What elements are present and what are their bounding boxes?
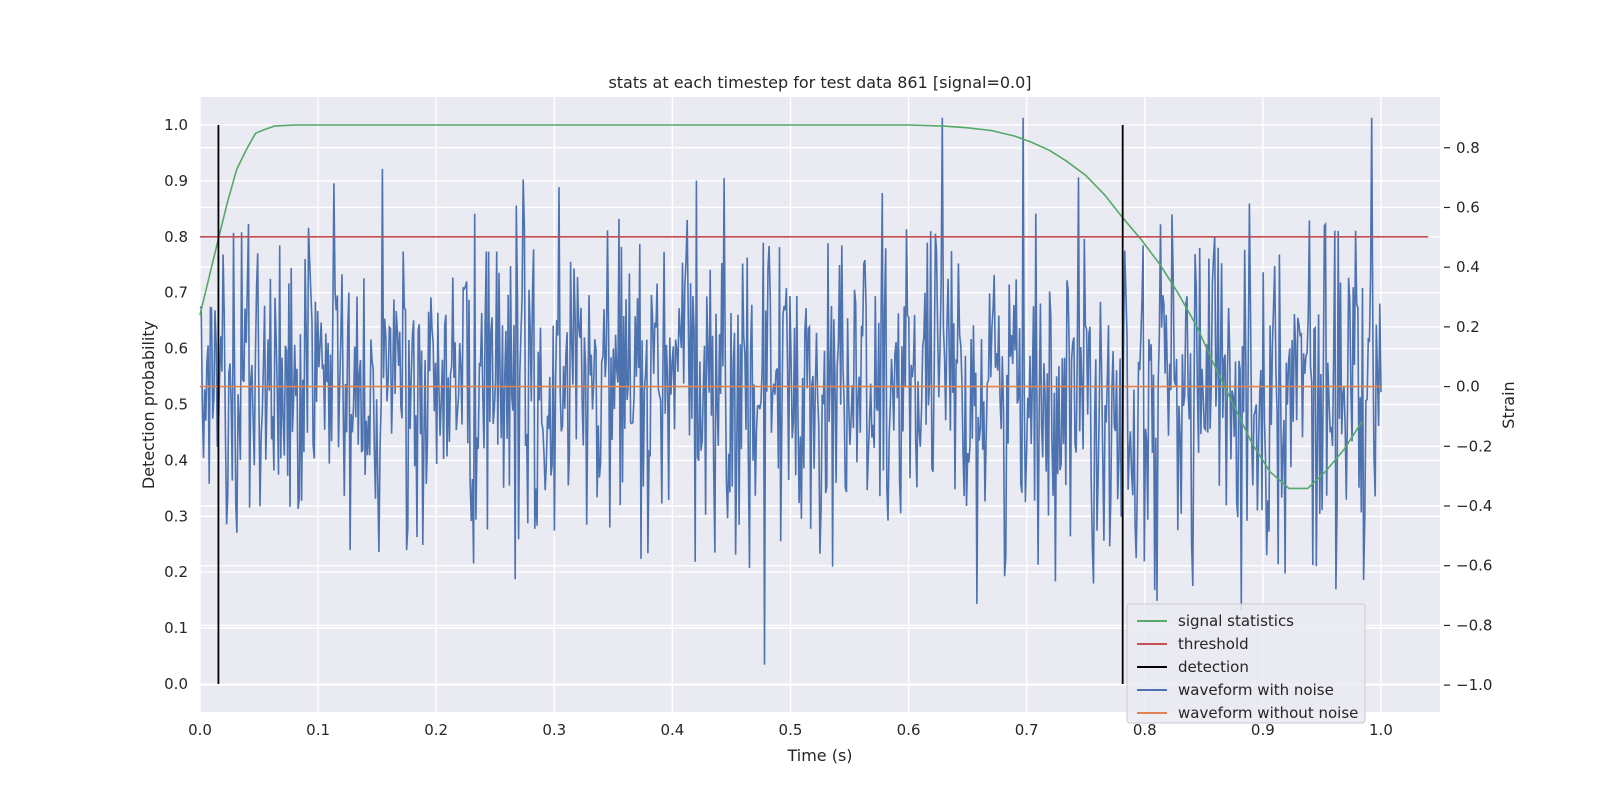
- x-tick-label: 0.4: [660, 721, 684, 739]
- legend-label: signal statistics: [1178, 612, 1294, 630]
- chart-title: stats at each timestep for test data 861…: [608, 73, 1031, 92]
- x-tick-label: 0.2: [424, 721, 448, 739]
- x-tick-label: 0.3: [542, 721, 566, 739]
- y-tick-label: 0.9: [164, 172, 188, 190]
- legend-label: waveform without noise: [1178, 704, 1358, 722]
- y-tick-label: 0.2: [164, 563, 188, 581]
- x-tick-label: 0.8: [1133, 721, 1157, 739]
- legend-label: threshold: [1178, 635, 1249, 653]
- y-tick-label: 0.4: [164, 451, 188, 469]
- y2-tick-label: 0.4: [1456, 258, 1480, 276]
- y-tick-label: 0.5: [164, 396, 188, 414]
- x-axis-ticks: 0.0 0.1 0.2 0.3 0.4 0.5 0.6 0.7 0.8 0.9 1.0: [188, 721, 1393, 739]
- y2-tick-label: 0.6: [1456, 198, 1480, 216]
- x-axis-label: Time (s): [786, 746, 852, 765]
- x-tick-label: 0.7: [1015, 721, 1039, 739]
- x-tick-label: 0.9: [1251, 721, 1275, 739]
- legend: signal statistics threshold detection wavef…: [1126, 603, 1366, 724]
- y2-tick-label: 0.8: [1456, 139, 1480, 157]
- y-tick-label: 0.1: [164, 619, 188, 637]
- y-tick-label: 0.8: [164, 228, 188, 246]
- x-tick-label: 0.5: [779, 721, 803, 739]
- x-tick-label: 0.0: [188, 721, 212, 739]
- legend-label: detection: [1178, 658, 1249, 676]
- y2-axis-label: Strain: [1499, 381, 1518, 428]
- x-tick-label: 0.1: [306, 721, 330, 739]
- series-layer: [199, 117, 1429, 685]
- series-signal-statistics: [199, 124, 1363, 490]
- legend-box: [1126, 603, 1366, 724]
- x-tick-label: 1.0: [1369, 721, 1393, 739]
- y-tick-label: 0.7: [164, 284, 188, 302]
- y-tick-label: 0.6: [164, 340, 188, 358]
- y2-tick-label: 0.0: [1456, 378, 1480, 396]
- legend-label: waveform with noise: [1178, 681, 1334, 699]
- y2-tick-label: −0.2: [1456, 437, 1492, 455]
- series-waveform-with-noise: [199, 117, 1382, 665]
- series-detection: [217, 124, 1124, 685]
- y2-tick-label: 0.2: [1456, 318, 1480, 336]
- y2-tick-label: −0.6: [1456, 557, 1492, 575]
- y2-tick-label: −0.4: [1456, 497, 1492, 515]
- y-axis-ticks: 0.0 0.1 0.2 0.3 0.4 0.5 0.6 0.7 0.8 0.9 1.0: [164, 116, 188, 693]
- y-tick-label: 1.0: [164, 116, 188, 134]
- y-tick-label: 0.0: [164, 675, 188, 693]
- y2-axis-ticks: −1.0 −0.8 −0.6 −0.4 −0.2 0.0 0.2 0.4 0.6 0.8: [1444, 139, 1492, 694]
- y2-tick-label: −1.0: [1456, 676, 1492, 694]
- x-tick-label: 0.6: [897, 721, 921, 739]
- y-axis-label: Detection probability: [139, 321, 158, 489]
- y2-tick-label: −0.8: [1456, 616, 1492, 634]
- y-tick-label: 0.3: [164, 507, 188, 525]
